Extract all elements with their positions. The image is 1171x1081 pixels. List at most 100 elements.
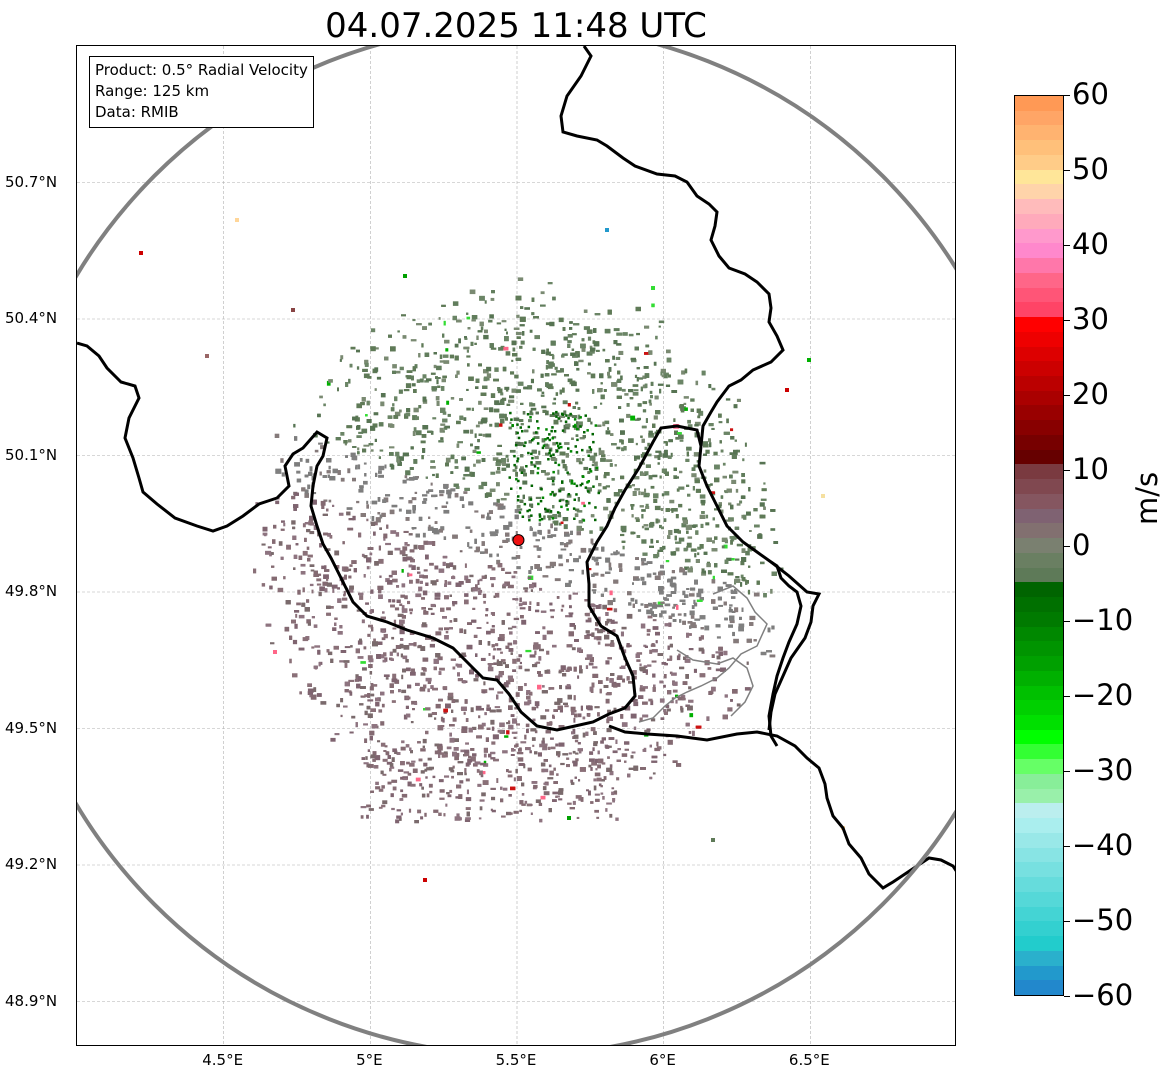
- colorbar-segment: [1015, 523, 1063, 539]
- colorbar-segment: [1015, 685, 1063, 701]
- colorbar-tick: [1064, 395, 1070, 397]
- colorbar-segment: [1015, 670, 1063, 687]
- colorbar-segment: [1015, 582, 1063, 598]
- colorbar-tick-label: −50: [1072, 902, 1134, 937]
- colorbar-segment: [1015, 538, 1063, 554]
- colorbar-segment: [1015, 508, 1063, 524]
- colorbar-segment: [1015, 228, 1063, 244]
- colorbar-segment: [1015, 434, 1063, 451]
- info-source: Data: RMIB: [95, 103, 179, 121]
- colorbar-segment: [1015, 773, 1063, 790]
- colorbar-tick: [1064, 845, 1070, 847]
- border-south: [608, 724, 955, 890]
- colorbar-segment: [1015, 243, 1063, 259]
- colorbar-tick-label: −60: [1072, 978, 1134, 1012]
- radar-map[interactable]: [76, 45, 956, 1046]
- colorbar-segment: [1015, 140, 1063, 156]
- colorbar-segment: [1015, 936, 1063, 952]
- colorbar-segment: [1015, 965, 1063, 981]
- colorbar-segment: [1015, 213, 1063, 230]
- lat-label: 49.2°N: [5, 855, 58, 873]
- colorbar-segment: [1015, 714, 1063, 731]
- colorbar-segment: [1015, 258, 1063, 274]
- colorbar-segment: [1015, 361, 1063, 377]
- border-luxembourg-internal: [638, 585, 768, 723]
- colorbar-segment: [1015, 626, 1063, 642]
- lon-label: 6.5°E: [788, 1051, 830, 1069]
- colorbar-tick-label: 20: [1072, 377, 1109, 412]
- map-canvas: [77, 46, 955, 1045]
- lat-label: 50.4°N: [5, 309, 58, 327]
- colorbar-segment: [1015, 597, 1063, 613]
- colorbar-segment: [1015, 199, 1063, 215]
- lon-label: 5°E: [356, 1051, 383, 1069]
- colorbar-tick: [1064, 170, 1070, 172]
- colorbar-segment: [1015, 641, 1063, 657]
- colorbar-tick: [1064, 620, 1070, 622]
- colorbar-tick: [1064, 770, 1070, 772]
- colorbar-segment: [1015, 891, 1063, 908]
- lat-label: 49.8°N: [5, 582, 58, 600]
- velocity-echoes: [139, 218, 845, 882]
- graticule: [77, 46, 955, 1045]
- colorbar-tick-label: −30: [1072, 752, 1134, 787]
- colorbar-segment: [1015, 376, 1063, 392]
- lon-label: 6°E: [649, 1051, 676, 1069]
- colorbar-tick-label: −10: [1072, 602, 1134, 637]
- colorbar-segment: [1015, 611, 1063, 628]
- radar-site-marker[interactable]: [512, 534, 525, 547]
- colorbar-segment: [1015, 744, 1063, 760]
- colorbar-segment: [1015, 479, 1063, 495]
- region-line: [676, 649, 754, 717]
- colorbar-segment: [1015, 788, 1063, 804]
- border-belgium-france-west: [77, 341, 822, 732]
- colorbar-segment: [1015, 405, 1063, 421]
- colorbar-segment: [1015, 729, 1063, 746]
- lon-label: 5.5°E: [495, 1051, 537, 1069]
- colorbar-segment: [1015, 656, 1063, 672]
- info-range: Range: 125 km: [95, 82, 210, 100]
- colorbar-segment: [1015, 449, 1063, 466]
- colorbar-segment: [1015, 567, 1063, 583]
- colorbar-segment: [1015, 700, 1063, 716]
- colorbar-segment: [1015, 877, 1063, 893]
- colorbar-tick: [1064, 996, 1070, 997]
- lat-label: 50.7°N: [5, 172, 58, 191]
- colorbar-segment: [1015, 272, 1063, 289]
- colorbar-tick-label: 0: [1072, 527, 1091, 562]
- colorbar-segment: [1015, 803, 1063, 819]
- border-germany-east: [559, 46, 785, 447]
- colorbar-segment: [1015, 302, 1063, 318]
- colorbar-segment: [1015, 980, 1063, 995]
- colorbar-segment: [1015, 287, 1063, 303]
- colorbar-segment: [1015, 110, 1063, 127]
- colorbar-tick-label: 40: [1072, 227, 1109, 262]
- colorbar-tick: [1064, 95, 1070, 96]
- colorbar-tick: [1064, 920, 1070, 922]
- colorbar-tick-label: 60: [1072, 77, 1109, 111]
- colorbar-tick: [1064, 320, 1070, 322]
- colorbar-segment: [1015, 906, 1063, 922]
- colorbar-segment: [1015, 759, 1063, 775]
- colorbar-segment: [1015, 950, 1063, 967]
- range-ring: [77, 46, 955, 1045]
- info-box: Product: 0.5° Radial Velocity Range: 125…: [89, 56, 314, 128]
- colorbar-tick: [1064, 695, 1070, 697]
- chart-title: 04.07.2025 11:48 UTC: [325, 6, 707, 46]
- colorbar-segment: [1015, 331, 1063, 348]
- colorbar-tick: [1064, 545, 1070, 547]
- colorbar: [1014, 95, 1064, 996]
- colorbar-tick-label: 50: [1072, 152, 1109, 187]
- colorbar-segment: [1015, 420, 1063, 436]
- lon-label: 4.5°E: [202, 1051, 244, 1069]
- colorbar-tick: [1064, 245, 1070, 247]
- colorbar-segment: [1015, 832, 1063, 849]
- colorbar-segment: [1015, 96, 1063, 112]
- colorbar-segment: [1015, 921, 1063, 937]
- lat-label: 49.5°N: [5, 718, 58, 737]
- lat-label: 48.9°N: [5, 991, 58, 1010]
- colorbar-segment: [1015, 169, 1063, 186]
- colorbar-tick-label: 10: [1072, 452, 1109, 487]
- colorbar-segment: [1015, 317, 1063, 333]
- colorbar-segment: [1015, 125, 1063, 141]
